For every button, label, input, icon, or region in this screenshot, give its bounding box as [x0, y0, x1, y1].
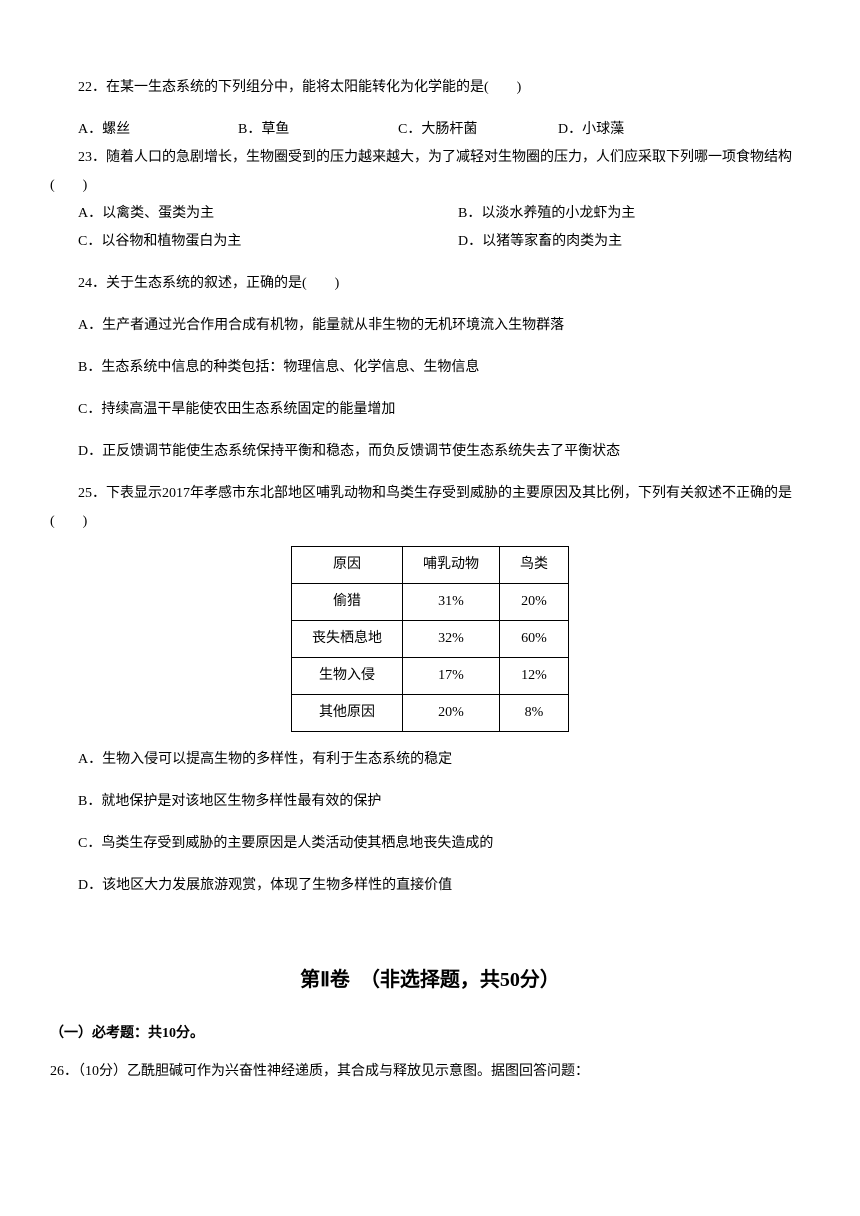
q23-row2: C．以谷物和植物蛋白为主 D．以猪等家畜的肉类为主 — [50, 228, 810, 256]
cell: 丧失栖息地 — [292, 621, 403, 658]
q25-optD: D．该地区大力发展旅游观赏，体现了生物多样性的直接价值 — [50, 872, 810, 900]
table-row: 丧失栖息地 32% 60% — [292, 621, 569, 658]
cell: 12% — [500, 658, 569, 695]
q23-optC: C．以谷物和植物蛋白为主 — [50, 228, 430, 256]
q24-optB: B．生态系统中信息的种类包括：物理信息、化学信息、生物信息 — [50, 354, 810, 382]
cell: 20% — [500, 584, 569, 621]
q22-optC: C．大肠杆菌 — [370, 116, 530, 144]
cell: 60% — [500, 621, 569, 658]
cell: 其他原因 — [292, 695, 403, 732]
cell: 17% — [403, 658, 500, 695]
q23-optA: A．以禽类、蛋类为主 — [50, 200, 430, 228]
table-header-row: 原因 哺乳动物 鸟类 — [292, 547, 569, 584]
q25-optA: A．生物入侵可以提高生物的多样性，有利于生态系统的稳定 — [50, 746, 810, 774]
q24-optC: C．持续高温干旱能使农田生态系统固定的能量增加 — [50, 396, 810, 424]
q23-optD: D．以猪等家畜的肉类为主 — [430, 228, 810, 256]
q25-text: 25．下表显示2017年孝感市东北部地区哺乳动物和鸟类生存受到威胁的主要原因及其… — [50, 480, 810, 536]
section2-sub: （一）必考题：共10分。 — [50, 1020, 810, 1048]
q23-row1: A．以禽类、蛋类为主 B．以淡水养殖的小龙虾为主 — [50, 200, 810, 228]
section2-title: 第Ⅱ卷 （非选择题，共50分） — [50, 960, 810, 1000]
q22-optA: A．螺丝 — [50, 116, 210, 144]
cell: 生物入侵 — [292, 658, 403, 695]
q24-optD: D．正反馈调节能使生态系统保持平衡和稳态，而负反馈调节使生态系统失去了平衡状态 — [50, 438, 810, 466]
cell: 32% — [403, 621, 500, 658]
cell: 8% — [500, 695, 569, 732]
q23-text: 23．随着人口的急剧增长，生物圈受到的压力越来越大，为了减轻对生物圈的压力，人们… — [50, 144, 810, 200]
q24-text: 24．关于生态系统的叙述，正确的是( ) — [50, 270, 810, 298]
table-row: 其他原因 20% 8% — [292, 695, 569, 732]
th-birds: 鸟类 — [500, 547, 569, 584]
cell: 偷猎 — [292, 584, 403, 621]
cell: 31% — [403, 584, 500, 621]
th-cause: 原因 — [292, 547, 403, 584]
q22-optB: B．草鱼 — [210, 116, 370, 144]
th-mammals: 哺乳动物 — [403, 547, 500, 584]
table-row: 生物入侵 17% 12% — [292, 658, 569, 695]
q26-text: 26．（10分）乙酰胆碱可作为兴奋性神经递质，其合成与释放见示意图。据图回答问题… — [50, 1058, 810, 1086]
q25-table: 原因 哺乳动物 鸟类 偷猎 31% 20% 丧失栖息地 32% 60% 生物入侵… — [291, 546, 569, 732]
q22-text: 22．在某一生态系统的下列组分中，能将太阳能转化为化学能的是( ) — [50, 74, 810, 102]
q25-optB: B．就地保护是对该地区生物多样性最有效的保护 — [50, 788, 810, 816]
q23-optB: B．以淡水养殖的小龙虾为主 — [430, 200, 810, 228]
q25-optC: C．鸟类生存受到威胁的主要原因是人类活动使其栖息地丧失造成的 — [50, 830, 810, 858]
q22-optD: D．小球藻 — [530, 116, 690, 144]
q24-optA: A．生产者通过光合作用合成有机物，能量就从非生物的无机环境流入生物群落 — [50, 312, 810, 340]
table-row: 偷猎 31% 20% — [292, 584, 569, 621]
q22-options: A．螺丝 B．草鱼 C．大肠杆菌 D．小球藻 — [50, 116, 810, 144]
cell: 20% — [403, 695, 500, 732]
